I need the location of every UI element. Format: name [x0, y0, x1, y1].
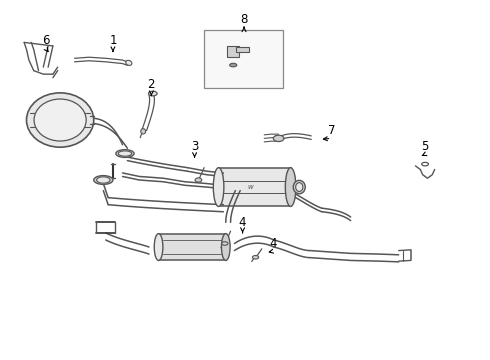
Ellipse shape: [293, 180, 305, 194]
Ellipse shape: [126, 60, 132, 66]
FancyBboxPatch shape: [236, 47, 249, 52]
Text: 4: 4: [269, 237, 276, 250]
Ellipse shape: [221, 242, 228, 245]
Text: 7: 7: [328, 124, 335, 137]
Bar: [204, 30, 283, 88]
Ellipse shape: [252, 256, 259, 259]
Ellipse shape: [34, 99, 86, 141]
Ellipse shape: [116, 150, 134, 157]
Text: 8: 8: [241, 13, 248, 26]
Ellipse shape: [148, 91, 157, 96]
Ellipse shape: [141, 129, 146, 134]
Text: 3: 3: [191, 140, 198, 153]
Ellipse shape: [154, 234, 163, 260]
Ellipse shape: [273, 135, 284, 141]
Ellipse shape: [285, 168, 296, 207]
Ellipse shape: [213, 168, 224, 207]
FancyBboxPatch shape: [219, 168, 291, 207]
Text: 6: 6: [42, 34, 49, 47]
Ellipse shape: [195, 178, 202, 182]
Text: 4: 4: [239, 216, 246, 229]
Text: 2: 2: [147, 78, 155, 91]
Text: 5: 5: [421, 140, 429, 153]
Ellipse shape: [118, 151, 132, 156]
Ellipse shape: [295, 183, 303, 192]
Ellipse shape: [230, 63, 237, 67]
Ellipse shape: [26, 93, 94, 147]
FancyBboxPatch shape: [227, 46, 239, 57]
Ellipse shape: [97, 177, 110, 183]
Text: 1: 1: [109, 34, 117, 47]
Text: w: w: [247, 184, 253, 190]
Ellipse shape: [94, 176, 113, 184]
FancyBboxPatch shape: [159, 234, 226, 260]
Ellipse shape: [221, 234, 230, 260]
